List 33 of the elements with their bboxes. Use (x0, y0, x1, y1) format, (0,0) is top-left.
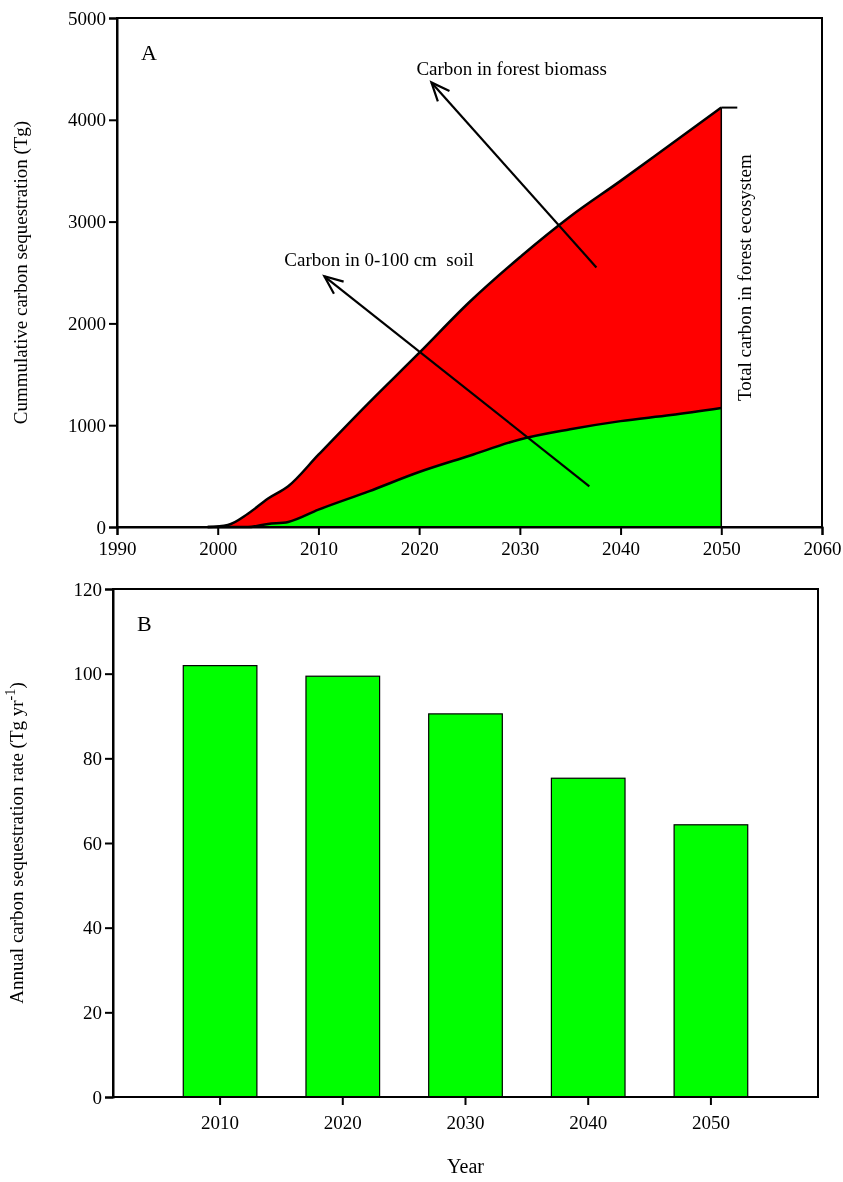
x-tick-label: 2030 (446, 1111, 485, 1133)
y-tick-label: 0 (92, 1086, 102, 1108)
y-tick-label: 4000 (68, 109, 106, 131)
x-tick-label: 2020 (400, 538, 439, 560)
y-tick-label: 0 (96, 516, 106, 538)
annotation: Total carbon in forest ecosystem (734, 154, 756, 401)
x-tick-label: 2050 (702, 538, 741, 560)
y-axis-title: Cummulative carbon sequestration (Tg) (10, 120, 32, 425)
annotation: Carbon in 0-100 cm soil (284, 249, 474, 271)
y-tick-label: 80 (83, 747, 102, 769)
y-tick-label: 2000 (68, 312, 106, 334)
x-tick-label: 2000 (199, 538, 238, 560)
x-tick-label: 2050 (691, 1111, 730, 1133)
y-tick-label: 3000 (68, 211, 106, 233)
y-tick-label: 120 (73, 578, 102, 600)
annotation: B (137, 611, 152, 636)
x-tick-label: 2040 (569, 1111, 608, 1133)
y-tick-label: 40 (83, 917, 102, 939)
y-tick-label: 100 (73, 663, 102, 685)
annotation: A (141, 40, 157, 65)
annotation: Carbon in forest biomass (416, 58, 607, 80)
x-tick-label: 2010 (299, 538, 338, 560)
y-tick-label: 5000 (68, 7, 106, 29)
y-tick-label: 20 (83, 1001, 102, 1023)
y-tick-label: 1000 (68, 414, 106, 436)
x-tick-label: 1990 (98, 538, 137, 560)
x-axis-title: Year (447, 1155, 485, 1177)
x-tick-label: 2020 (323, 1111, 362, 1133)
x-tick-label: 2030 (501, 538, 540, 560)
x-tick-label: 2040 (602, 538, 641, 560)
x-tick-label: 2060 (803, 538, 842, 560)
y-tick-label: 60 (83, 832, 102, 854)
x-tick-label: 2010 (201, 1111, 240, 1133)
